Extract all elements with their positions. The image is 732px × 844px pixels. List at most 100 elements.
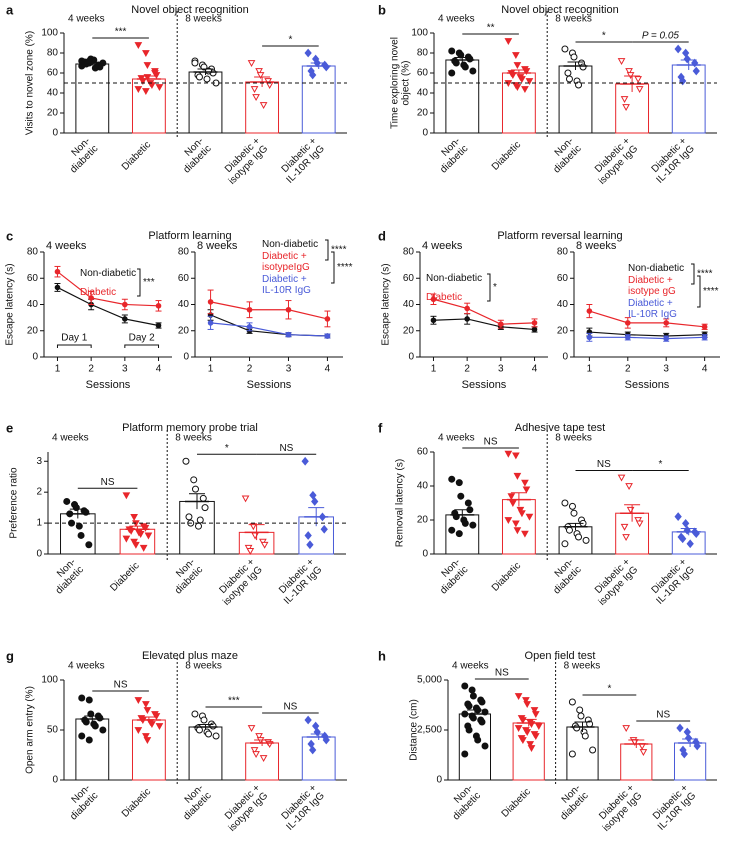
data-point — [448, 69, 456, 77]
significance-bracket — [331, 251, 335, 284]
data-point — [622, 725, 631, 733]
y-tick-label: 20 — [403, 325, 415, 336]
data-point — [252, 751, 260, 759]
x-tick-label: Diabetic — [119, 139, 152, 172]
chart-title: Platform learning — [148, 230, 231, 242]
data-point — [185, 513, 193, 521]
data-point — [531, 326, 538, 333]
comparison-label: ** — [487, 23, 495, 34]
y-axis-label-line: object (%) — [400, 60, 411, 105]
y-tick-label: 0 — [32, 352, 38, 363]
data-point — [255, 68, 263, 76]
data-point — [474, 736, 482, 744]
data-point — [77, 531, 85, 539]
data-point — [531, 733, 540, 741]
series-line — [210, 322, 328, 337]
bar — [615, 83, 650, 134]
data-point — [99, 726, 107, 734]
panel-letter: f — [378, 421, 383, 436]
data-point — [320, 524, 328, 534]
legend-label-line: isotype gG — [628, 286, 676, 297]
y-tick-label: 40 — [417, 88, 429, 99]
data-point — [152, 713, 161, 721]
data-point — [246, 324, 253, 330]
data-point — [573, 724, 581, 732]
x-tick-label: 4 — [532, 364, 538, 375]
data-point — [255, 733, 263, 741]
chart-title: Novel object recognition — [501, 4, 618, 16]
data-point — [565, 75, 573, 83]
y-tick-label: 40 — [27, 299, 39, 310]
data-point — [526, 741, 535, 749]
legend-label-line: Non-diabetic — [262, 239, 318, 250]
data-point — [195, 73, 203, 81]
y-tick-label: 20 — [47, 108, 59, 119]
period-label: 8 weeks — [185, 14, 222, 25]
y-tick-label: 0 — [36, 549, 42, 560]
x-tick-label: Diabetic — [499, 786, 532, 819]
y-axis-label: Time exploring novelobject (%) — [389, 37, 411, 129]
series-line — [57, 286, 159, 327]
y-tick-label: 60 — [417, 68, 429, 79]
data-point — [465, 702, 473, 710]
y-axis-label: Removal latency (s) — [395, 459, 406, 547]
data-point — [430, 317, 437, 324]
y-tick-label: 80 — [178, 247, 190, 258]
data-point — [564, 69, 572, 77]
data-point — [250, 86, 259, 94]
y-axis-label: Preference ratio — [9, 467, 20, 539]
series-line — [589, 331, 705, 337]
chart-title: Novel object recognition — [131, 4, 248, 16]
x-tick-label: Diabetic — [489, 560, 522, 593]
data-point — [624, 320, 631, 326]
x-axis-label: Sessions — [625, 379, 670, 391]
significance-bracket — [137, 268, 141, 297]
bar — [301, 736, 336, 781]
period-label: 8 weeks — [197, 240, 238, 252]
y-tick-label: 40 — [403, 299, 415, 310]
panel-letter: d — [378, 229, 386, 244]
y-tick-label: 100 — [41, 28, 58, 39]
data-point — [304, 715, 312, 725]
series-line — [433, 318, 535, 331]
data-point — [521, 530, 529, 538]
data-point — [570, 53, 578, 61]
data-point — [301, 456, 309, 466]
data-point — [85, 541, 93, 549]
panel-letter: e — [6, 421, 13, 436]
data-point — [134, 697, 143, 705]
data-point — [457, 492, 465, 500]
period-label: 8 weeks — [175, 433, 212, 444]
data-point — [455, 479, 463, 487]
data-point — [256, 72, 265, 80]
y-tick-label: 100 — [411, 28, 428, 39]
data-point — [309, 745, 317, 755]
data-point — [85, 736, 93, 744]
legend-label-line: Non-diabetic — [80, 268, 136, 279]
series-line — [589, 336, 705, 340]
data-point — [514, 693, 523, 701]
legend-label: Diabetic + IL-10R IgG — [262, 274, 311, 296]
x-tick-label: Diabetic +IL-10R IgG — [276, 782, 326, 832]
data-point — [504, 517, 513, 525]
data-point — [212, 732, 220, 740]
data-point — [468, 686, 476, 694]
data-point — [448, 47, 456, 55]
significance-label: **** — [697, 269, 713, 280]
chart-title: Platform memory probe trial — [122, 422, 258, 434]
data-point — [622, 534, 630, 542]
comparison-label: *** — [228, 696, 240, 707]
data-point — [461, 519, 469, 527]
y-axis-label: Escape latency (s) — [5, 263, 16, 345]
bar — [188, 726, 223, 781]
data-point — [122, 492, 131, 500]
data-point — [78, 732, 86, 740]
data-point — [142, 733, 150, 741]
bar — [245, 742, 280, 781]
y-tick-label: 60 — [27, 273, 39, 284]
y-tick-label: 80 — [27, 247, 39, 258]
legend-label-line: Diabetic + — [628, 275, 673, 286]
y-tick-label: 60 — [403, 273, 415, 284]
data-point — [509, 500, 517, 508]
